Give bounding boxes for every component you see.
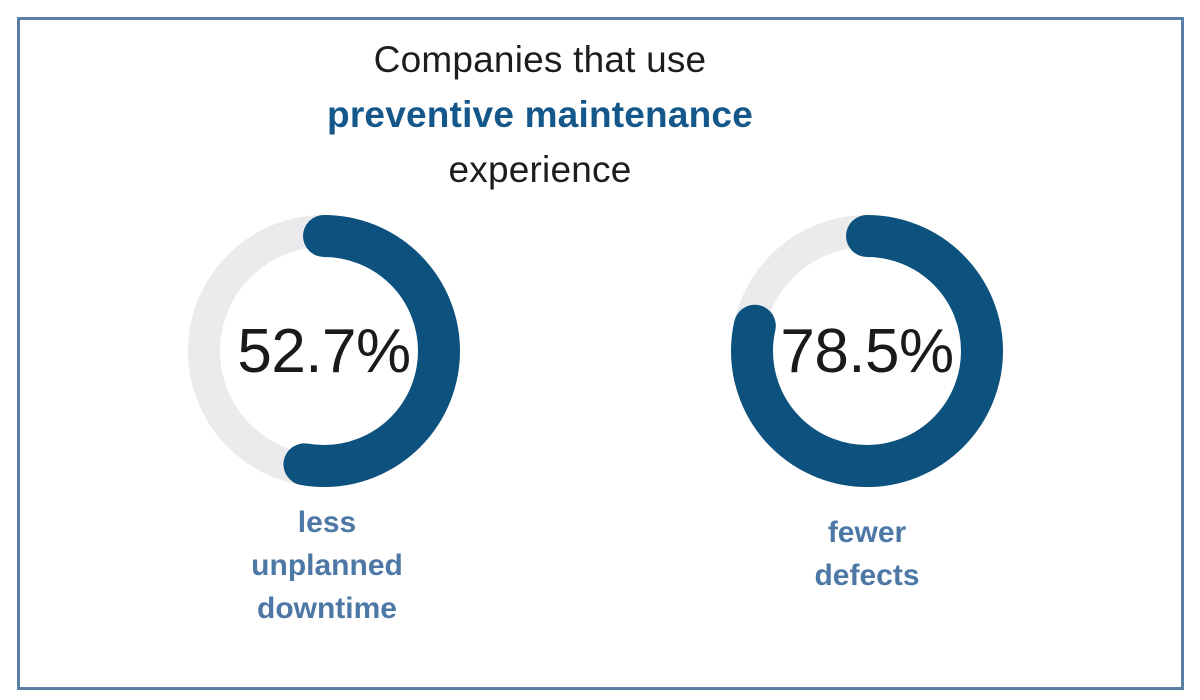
donut-chart-unplanned-downtime: 52.7%: [179, 206, 469, 496]
headline-line-2-highlight: preventive maintenance: [327, 94, 753, 135]
caption-line: less: [297, 506, 357, 539]
donut-progress-arc: [731, 215, 1003, 487]
donut-percentage-label: 52.7%: [237, 316, 411, 386]
donut-svg: [731, 215, 1003, 487]
donut-progress-arc: [188, 215, 460, 487]
headline: Companies that use preventive maintenanc…: [20, 32, 1060, 197]
caption-line: defects: [814, 559, 920, 592]
caption-line: fewer: [827, 516, 907, 549]
caption-line: downtime: [257, 592, 397, 625]
headline-line-1: Companies that use: [373, 39, 707, 80]
donut-percentage-label: 78.5%: [780, 316, 954, 386]
caption-unplanned-downtime: less unplanned downtime: [167, 501, 487, 630]
caption-line: unplanned: [251, 549, 403, 582]
caption-fewer-defects: fewer defects: [707, 511, 1027, 597]
donut-chart-fewer-defects: 78.5%: [722, 206, 1012, 496]
donut-svg: [188, 215, 460, 487]
infographic-card: Companies that use preventive maintenanc…: [17, 17, 1184, 690]
headline-line-3: experience: [448, 149, 632, 190]
